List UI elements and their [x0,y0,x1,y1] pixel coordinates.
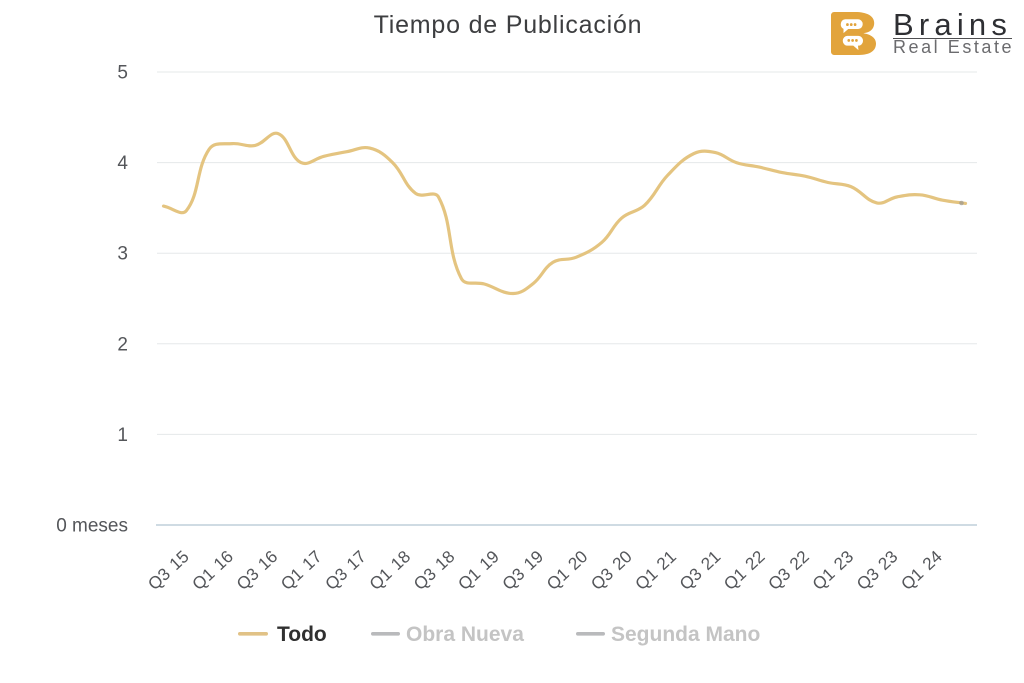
svg-text:Q3 21: Q3 21 [675,546,724,594]
svg-text:Obra Nueva: Obra Nueva [406,623,524,646]
svg-text:Q3 15: Q3 15 [144,546,193,594]
svg-text:3: 3 [117,244,128,265]
svg-text:Q1 21: Q1 21 [631,546,680,594]
svg-text:Q3 18: Q3 18 [410,546,459,594]
svg-text:Q3 19: Q3 19 [498,546,547,594]
svg-text:Q1 22: Q1 22 [720,546,769,594]
svg-text:Q1 16: Q1 16 [188,546,237,594]
svg-text:Q1 23: Q1 23 [808,546,857,594]
svg-text:Q3 22: Q3 22 [764,546,813,594]
svg-text:Q3 16: Q3 16 [232,546,281,594]
svg-text:0 meses: 0 meses [56,516,128,537]
svg-text:Q1 17: Q1 17 [277,546,326,594]
svg-text:Segunda Mano: Segunda Mano [611,623,760,646]
svg-text:Q1 24: Q1 24 [897,546,946,594]
svg-text:4: 4 [117,153,128,174]
svg-text:2: 2 [117,334,128,355]
svg-text:5: 5 [117,63,128,84]
svg-text:Q1 19: Q1 19 [454,546,503,594]
svg-text:Q3 17: Q3 17 [321,546,370,594]
svg-text:Q1 20: Q1 20 [542,546,591,594]
svg-text:1: 1 [117,425,128,446]
svg-text:Todo: Todo [277,623,327,646]
svg-text:Q3 20: Q3 20 [587,546,636,594]
svg-text:Q3 23: Q3 23 [853,546,902,594]
svg-text:Q1 18: Q1 18 [365,546,414,594]
